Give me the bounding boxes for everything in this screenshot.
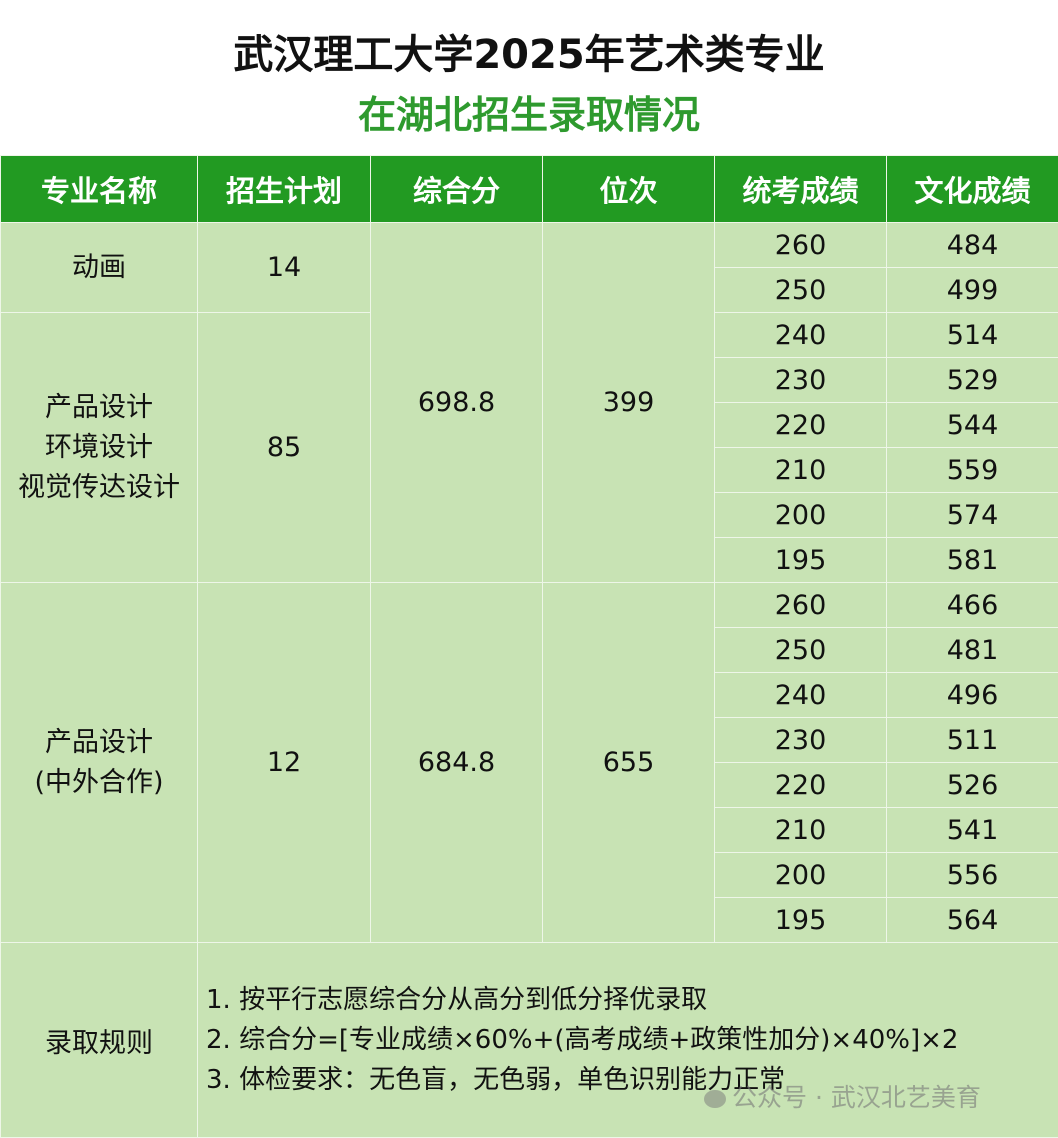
art-score-cell: 240 <box>715 313 887 358</box>
major-cell: 动画 <box>1 223 198 313</box>
art-score-cell: 240 <box>715 673 887 718</box>
rules-label: 录取规则 <box>1 943 198 1138</box>
art-score-cell: 210 <box>715 448 887 493</box>
page-subtitle: 在湖北招生录取情况 <box>0 84 1058 139</box>
art-score-cell: 230 <box>715 718 887 763</box>
plan-cell: 85 <box>198 313 371 583</box>
culture-score-cell: 544 <box>887 403 1058 448</box>
culture-score-cell: 581 <box>887 538 1058 583</box>
plan-cell: 12 <box>198 583 371 943</box>
culture-score-cell: 514 <box>887 313 1058 358</box>
culture-score-cell: 529 <box>887 358 1058 403</box>
art-score-cell: 250 <box>715 268 887 313</box>
wechat-icon <box>704 1090 726 1108</box>
header-major: 专业名称 <box>1 156 198 223</box>
art-score-cell: 220 <box>715 763 887 808</box>
header-rank: 位次 <box>543 156 715 223</box>
art-score-cell: 230 <box>715 358 887 403</box>
art-score-cell: 250 <box>715 628 887 673</box>
art-score-cell: 210 <box>715 808 887 853</box>
art-score-cell: 260 <box>715 583 887 628</box>
culture-score-cell: 499 <box>887 268 1058 313</box>
art-score-cell: 200 <box>715 853 887 898</box>
major-name: 产品设计 <box>1 388 197 428</box>
header-row: 专业名称招生计划综合分位次统考成绩文化成绩 <box>1 156 1058 223</box>
art-score-cell: 195 <box>715 538 887 583</box>
culture-score-cell: 526 <box>887 763 1058 808</box>
art-score-cell: 260 <box>715 223 887 268</box>
culture-score-cell: 466 <box>887 583 1058 628</box>
culture-score-cell: 484 <box>887 223 1058 268</box>
watermark-text: 公众号 · 武汉北艺美育 <box>732 1083 981 1112</box>
culture-score-cell: 559 <box>887 448 1058 493</box>
culture-score-cell: 496 <box>887 673 1058 718</box>
composite-cell: 698.8 <box>371 223 543 583</box>
art-score-cell: 220 <box>715 403 887 448</box>
art-score-cell: 195 <box>715 898 887 943</box>
rule-item: 1. 按平行志愿综合分从高分到低分择优录取 <box>206 980 1058 1020</box>
watermark: 公众号 · 武汉北艺美育 <box>704 1078 981 1114</box>
major-name: 环境设计 <box>1 428 197 468</box>
culture-score-cell: 564 <box>887 898 1058 943</box>
major-name: 产品设计 <box>1 723 197 763</box>
header-composite: 综合分 <box>371 156 543 223</box>
major-cell: 产品设计(中外合作) <box>1 583 198 943</box>
major-cell: 产品设计环境设计视觉传达设计 <box>1 313 198 583</box>
header-art-score: 统考成绩 <box>715 156 887 223</box>
major-name: 动画 <box>1 248 197 288</box>
header-culture-score: 文化成绩 <box>887 156 1058 223</box>
culture-score-cell: 511 <box>887 718 1058 763</box>
major-name: 视觉传达设计 <box>1 468 197 508</box>
rank-cell: 655 <box>543 583 715 943</box>
page-title: 武汉理工大学2025年艺术类专业 <box>0 22 1058 80</box>
major-name: (中外合作) <box>1 763 197 803</box>
header-plan: 招生计划 <box>198 156 371 223</box>
composite-cell: 684.8 <box>371 583 543 943</box>
rank-cell: 399 <box>543 223 715 583</box>
culture-score-cell: 481 <box>887 628 1058 673</box>
culture-score-cell: 556 <box>887 853 1058 898</box>
plan-cell: 14 <box>198 223 371 313</box>
culture-score-cell: 541 <box>887 808 1058 853</box>
culture-score-cell: 574 <box>887 493 1058 538</box>
art-score-cell: 200 <box>715 493 887 538</box>
rule-item: 2. 综合分=[专业成绩×60%+(高考成绩+政策性加分)×40%]×2 <box>206 1020 1058 1060</box>
